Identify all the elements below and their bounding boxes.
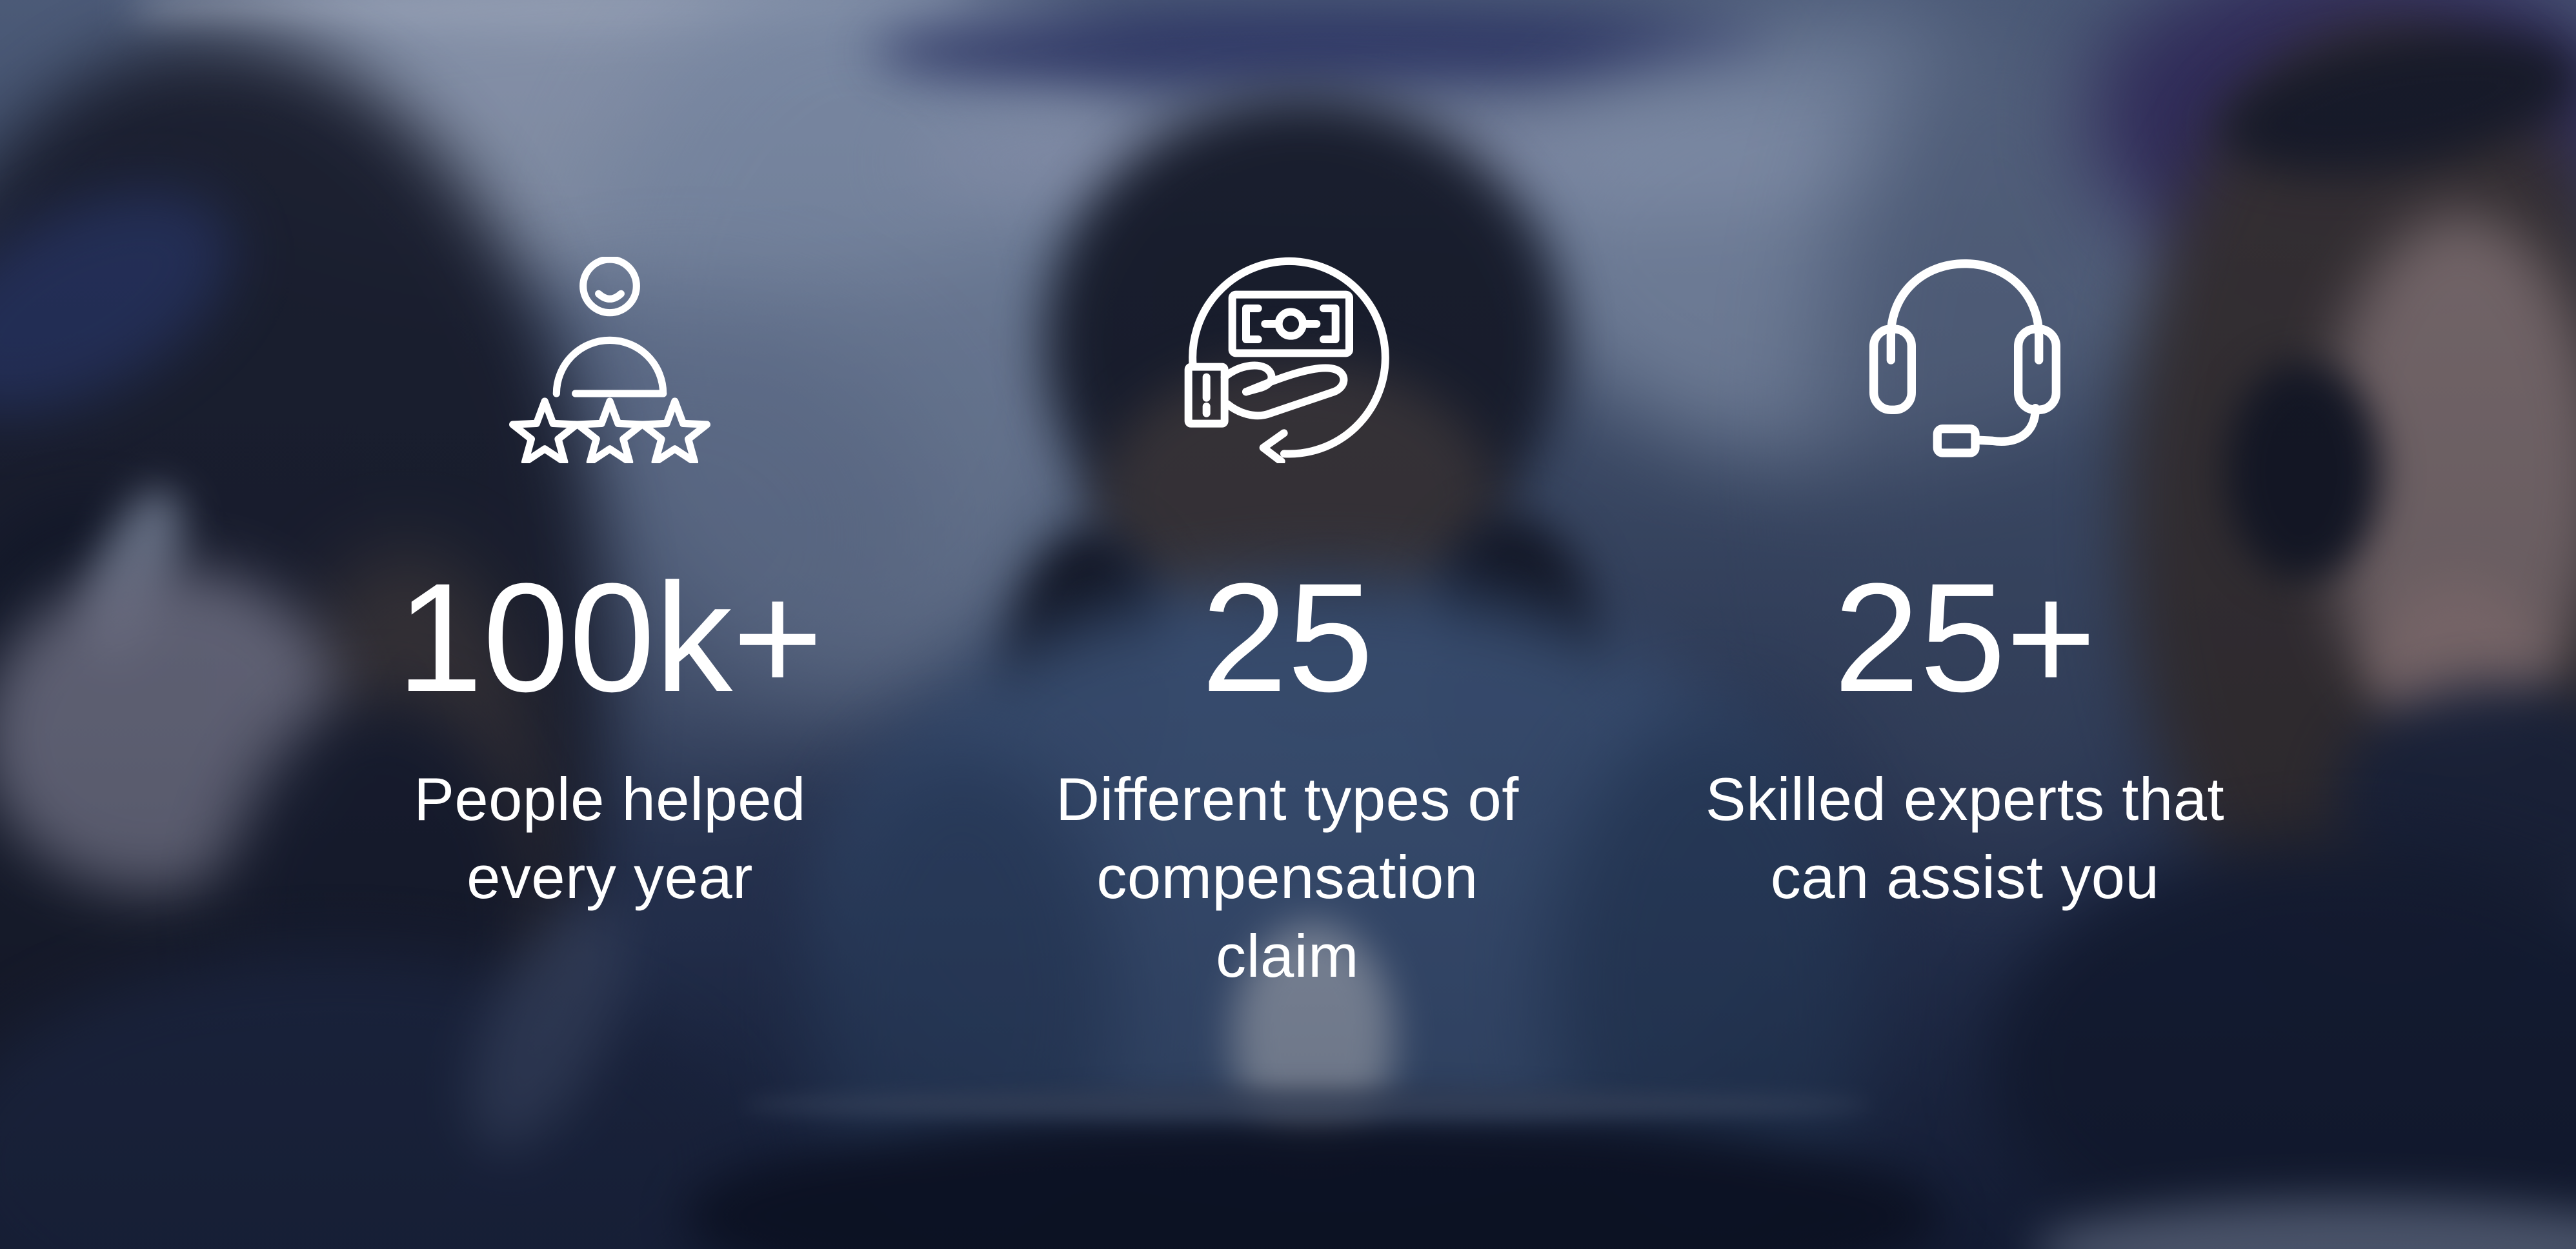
stat-card-people-helped: 100k+ People helped every year (271, 257, 949, 995)
photo-shape (2226, 361, 2381, 581)
stat-card-skilled-experts: 25+ Skilled experts that can assist you (1626, 257, 2304, 995)
photo-shape (871, 6, 1775, 97)
stat-value: 25+ (1833, 551, 2097, 724)
stat-label: People helped every year (414, 765, 806, 912)
stat-label: Different types of compensation claim (1056, 765, 1519, 990)
compensation-cash-in-hand-icon (1184, 257, 1391, 463)
photo-shape (742, 1090, 1871, 1119)
stat-value: 25 (1201, 551, 1374, 724)
stat-label: Skilled experts that can assist you (1705, 765, 2225, 912)
stat-card-compensation-types: 25 Different types of compensation claim (949, 257, 1626, 995)
stat-value: 100k+ (396, 551, 823, 724)
happy-customer-stars-icon (507, 257, 713, 463)
headset-icon (1862, 257, 2068, 463)
stats-row: 100k+ People helped every year (271, 257, 2304, 995)
